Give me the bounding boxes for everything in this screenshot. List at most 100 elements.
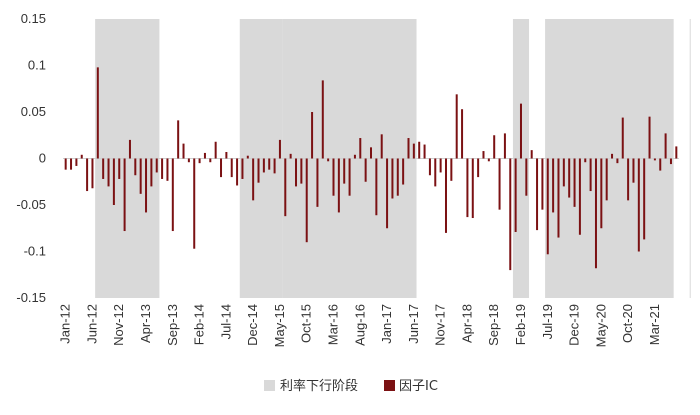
ic-bar (353, 154, 356, 159)
ic-bar (412, 143, 415, 159)
ic-bar (455, 94, 458, 159)
ic-bar (177, 120, 180, 159)
ic-bar (295, 158, 298, 187)
ic-bar (198, 158, 201, 164)
ic-bar (611, 153, 614, 159)
ic-bar (503, 133, 506, 159)
ic-bar (675, 146, 678, 159)
ic-bar (268, 158, 271, 170)
ic-bar (557, 158, 560, 238)
ic-bar (278, 139, 281, 159)
ic-bar (359, 138, 362, 159)
x-tick-label: Jul-14 (218, 304, 233, 339)
x-tick-label: Sep-13 (165, 304, 180, 346)
ic-bar (589, 158, 592, 192)
ic-bar (578, 158, 581, 235)
ic-bar (134, 158, 137, 176)
ic-bar (273, 158, 276, 174)
ic-bar (145, 158, 148, 213)
ic-bar (96, 67, 99, 159)
ic-bar (536, 158, 539, 231)
ic-bar (257, 158, 260, 183)
ic-bar (262, 158, 265, 173)
x-tick-label: Jun-12 (84, 304, 99, 344)
ic-bar (343, 158, 346, 184)
ic-bar (75, 158, 78, 166)
factor-ic-bars (64, 67, 678, 271)
ic-bar (525, 158, 528, 196)
ic-bar (241, 158, 244, 179)
ic-bar (423, 144, 426, 159)
ic-bar (664, 133, 667, 159)
ic-bar (91, 158, 94, 189)
ic-bar (337, 158, 340, 213)
ic-bar (627, 158, 630, 201)
x-tick-label: Apr-18 (459, 304, 474, 343)
rate-down-band-5 (689, 19, 691, 298)
ic-bar (252, 158, 255, 201)
ic-bar (332, 158, 335, 196)
ic-bar (418, 141, 421, 159)
ic-bar (477, 158, 480, 178)
legend-swatch-factor-ic (384, 380, 395, 391)
y-tick-label: -0.1 (24, 244, 46, 259)
ic-bar (139, 158, 142, 194)
ic-bar (600, 158, 603, 229)
ic-bar (391, 158, 394, 199)
ic-bar (632, 158, 635, 183)
ic-bar (289, 153, 292, 159)
ic-bar (171, 158, 174, 232)
ic-bar (594, 158, 597, 269)
ic-bar (321, 80, 324, 159)
ic-bar (439, 158, 442, 173)
ic-bar (461, 109, 464, 159)
ic-bar (466, 158, 469, 218)
ic-bar (450, 158, 453, 181)
x-tick-label: Nov-17 (433, 304, 448, 346)
ic-bar (214, 141, 217, 159)
ic-bar (64, 158, 67, 170)
ic-bar (653, 158, 656, 161)
y-tick-label: -0.15 (16, 290, 46, 305)
y-tick-label: 0.15 (21, 11, 46, 26)
ic-bar (316, 158, 319, 207)
ic-bar (407, 138, 410, 159)
ic-bar (166, 158, 169, 181)
ic-bar (498, 158, 501, 210)
y-tick-label: 0.05 (21, 104, 46, 119)
ic-bar (161, 158, 164, 179)
ic-bar (203, 152, 206, 159)
ic-bar (182, 143, 185, 159)
legend-label-rate-down: 利率下行阶段 (280, 378, 358, 394)
ic-bar (311, 112, 314, 159)
x-tick-label: Dec-14 (245, 304, 260, 346)
x-tick-label: Sep-18 (486, 304, 501, 346)
ic-bar (643, 158, 646, 240)
ic-bar (284, 158, 287, 217)
legend-swatch-rate-down (264, 380, 275, 391)
ic-bar (70, 158, 73, 170)
ic-bar (220, 158, 223, 178)
ic-bar (327, 158, 330, 162)
x-tick-label: Apr-13 (138, 304, 153, 343)
ic-bar (305, 158, 308, 243)
y-axis: 0.15 0.1 0.05 0 -0.05 -0.1 -0.15 (16, 11, 46, 305)
ic-bar (118, 158, 121, 179)
ic-bar (584, 158, 587, 163)
ic-bar (493, 135, 496, 159)
ic-bar (573, 158, 576, 207)
ic-bar (209, 158, 212, 163)
ic-bar (471, 158, 474, 219)
ic-bar (150, 158, 153, 187)
x-tick-label: Aug-16 (352, 304, 367, 346)
y-tick-label: -0.05 (16, 197, 46, 212)
ic-bar (616, 158, 619, 164)
ic-bar (482, 151, 485, 159)
ic-bar (487, 158, 490, 162)
x-axis: Jan-12 Jun-12 Nov-12 Apr-13 Sep-13 Feb-14 Jul-… (58, 304, 662, 347)
ic-bar (434, 158, 437, 187)
ic-bar (637, 158, 640, 252)
x-tick-label: Jun-17 (406, 304, 421, 344)
x-tick-label: Feb-19 (513, 304, 528, 345)
legend: 利率下行阶段 因子IC (264, 378, 438, 394)
